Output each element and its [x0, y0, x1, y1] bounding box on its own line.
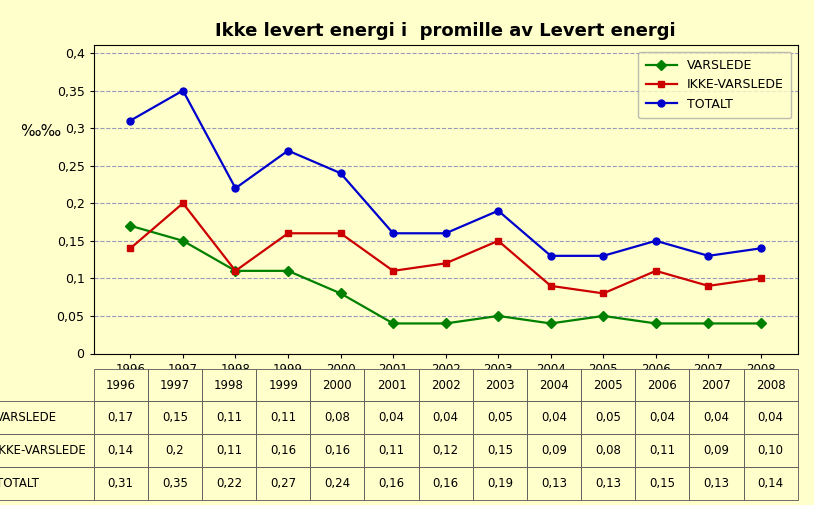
IKKE-VARSLEDE: [283, 230, 293, 236]
IKKE-VARSLEDE: [756, 275, 766, 281]
TOTALT: [493, 208, 503, 214]
VARSLEDE: [230, 268, 240, 274]
VARSLEDE: [756, 320, 766, 326]
Text: ‰‰: ‰‰: [20, 124, 61, 139]
TOTALT: [440, 230, 450, 236]
TOTALT: [283, 147, 293, 154]
Title: Ikke levert energi i  promille av Levert energi: Ikke levert energi i promille av Levert …: [216, 22, 676, 40]
TOTALT: [178, 87, 188, 93]
TOTALT: [388, 230, 398, 236]
VARSLEDE: [283, 268, 293, 274]
IKKE-VARSLEDE: [125, 245, 135, 251]
TOTALT: [651, 238, 661, 244]
VARSLEDE: [125, 223, 135, 229]
IKKE-VARSLEDE: [703, 283, 713, 289]
IKKE-VARSLEDE: [493, 238, 503, 244]
Line: VARSLEDE: VARSLEDE: [127, 222, 764, 327]
VARSLEDE: [651, 320, 661, 326]
VARSLEDE: [388, 320, 398, 326]
TOTALT: [230, 185, 240, 191]
VARSLEDE: [598, 313, 608, 319]
TOTALT: [335, 170, 345, 176]
VARSLEDE: [178, 238, 188, 244]
Line: TOTALT: TOTALT: [127, 87, 764, 259]
IKKE-VARSLEDE: [335, 230, 345, 236]
Line: IKKE-VARSLEDE: IKKE-VARSLEDE: [127, 200, 764, 297]
VARSLEDE: [546, 320, 556, 326]
VARSLEDE: [440, 320, 450, 326]
TOTALT: [598, 253, 608, 259]
TOTALT: [756, 245, 766, 251]
VARSLEDE: [335, 290, 345, 296]
TOTALT: [125, 118, 135, 124]
VARSLEDE: [703, 320, 713, 326]
Legend: VARSLEDE, IKKE-VARSLEDE, TOTALT: VARSLEDE, IKKE-VARSLEDE, TOTALT: [638, 52, 791, 118]
IKKE-VARSLEDE: [388, 268, 398, 274]
IKKE-VARSLEDE: [598, 290, 608, 296]
IKKE-VARSLEDE: [546, 283, 556, 289]
IKKE-VARSLEDE: [651, 268, 661, 274]
IKKE-VARSLEDE: [440, 260, 450, 266]
IKKE-VARSLEDE: [230, 268, 240, 274]
TOTALT: [703, 253, 713, 259]
VARSLEDE: [493, 313, 503, 319]
TOTALT: [546, 253, 556, 259]
IKKE-VARSLEDE: [178, 200, 188, 206]
